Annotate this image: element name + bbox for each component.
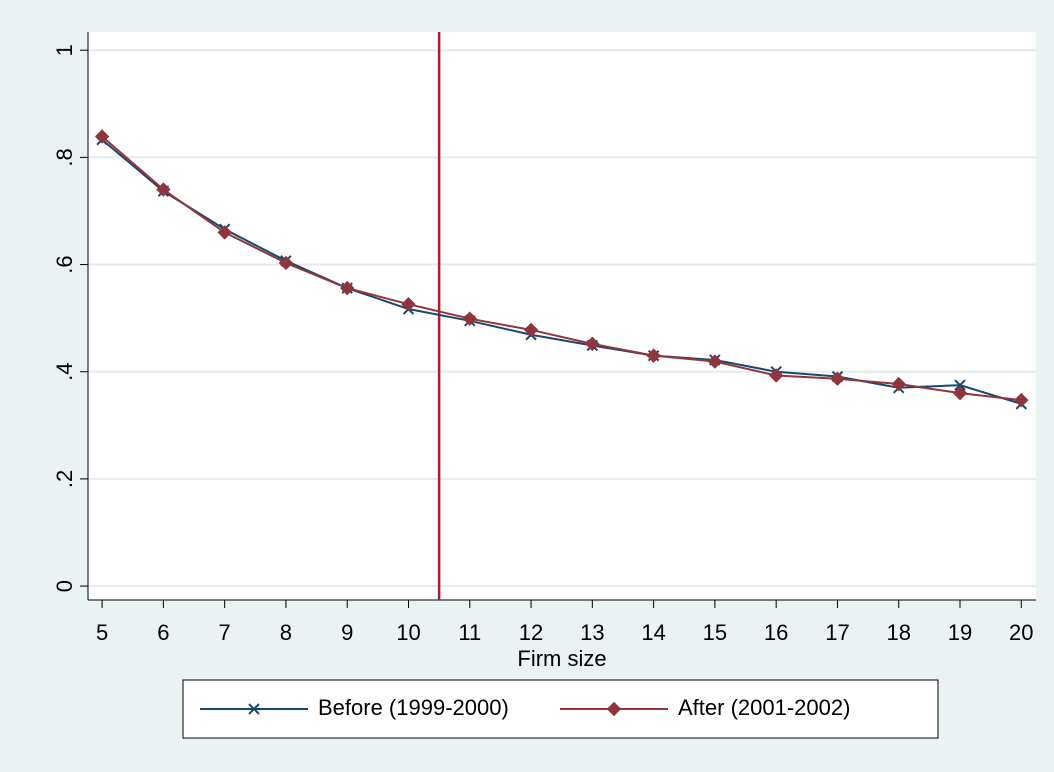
x-tick-label: 15 xyxy=(703,620,727,645)
legend-label: After (2001-2002) xyxy=(678,695,850,720)
y-tick-label: .4 xyxy=(52,363,77,381)
y-tick-label: .6 xyxy=(52,255,77,273)
data-point xyxy=(401,297,416,312)
data-point xyxy=(340,280,355,296)
legend-marker xyxy=(606,701,622,717)
x-tick-label: 11 xyxy=(458,620,481,645)
x-tick-label: 18 xyxy=(886,620,910,645)
data-point xyxy=(585,336,600,352)
plot-area xyxy=(88,32,1036,600)
x-tick-label: 6 xyxy=(157,620,169,645)
x-tick-label: 5 xyxy=(96,620,108,645)
series-line xyxy=(101,135,1022,402)
x-tick-label: 19 xyxy=(948,620,972,645)
data-point xyxy=(156,182,171,197)
x-axis-title: Firm size xyxy=(517,646,606,671)
x-tick-label: 10 xyxy=(396,620,420,645)
data-point xyxy=(94,129,110,144)
data-point xyxy=(646,348,661,363)
data-point xyxy=(891,376,906,392)
x-tick-label: 8 xyxy=(280,620,292,645)
data-point xyxy=(462,311,477,326)
data-point xyxy=(954,379,966,391)
x-tick-label: 9 xyxy=(341,620,353,645)
x-tick-label: 13 xyxy=(580,620,604,645)
data-point xyxy=(523,322,539,338)
y-tick-label: 1 xyxy=(52,44,77,56)
legend-label: Before (1999-2000) xyxy=(318,695,509,720)
data-point xyxy=(707,354,723,369)
data-point xyxy=(830,371,845,386)
data-point xyxy=(1014,392,1029,408)
x-tick-label: 20 xyxy=(1009,620,1033,645)
data-point xyxy=(278,255,294,271)
x-tick-label: 17 xyxy=(825,620,849,645)
x-tick-label: 7 xyxy=(219,620,231,645)
x-tick-label: 14 xyxy=(641,620,665,645)
x-tick-label: 16 xyxy=(764,620,788,645)
y-tick-label: .8 xyxy=(52,148,77,166)
y-tick-label: .2 xyxy=(52,470,77,488)
data-point xyxy=(217,225,232,240)
data-point xyxy=(768,368,784,383)
y-tick-label: 0 xyxy=(52,580,77,592)
legend-marker xyxy=(248,703,260,715)
x-tick-label: 12 xyxy=(519,620,543,645)
data-point xyxy=(952,385,968,401)
